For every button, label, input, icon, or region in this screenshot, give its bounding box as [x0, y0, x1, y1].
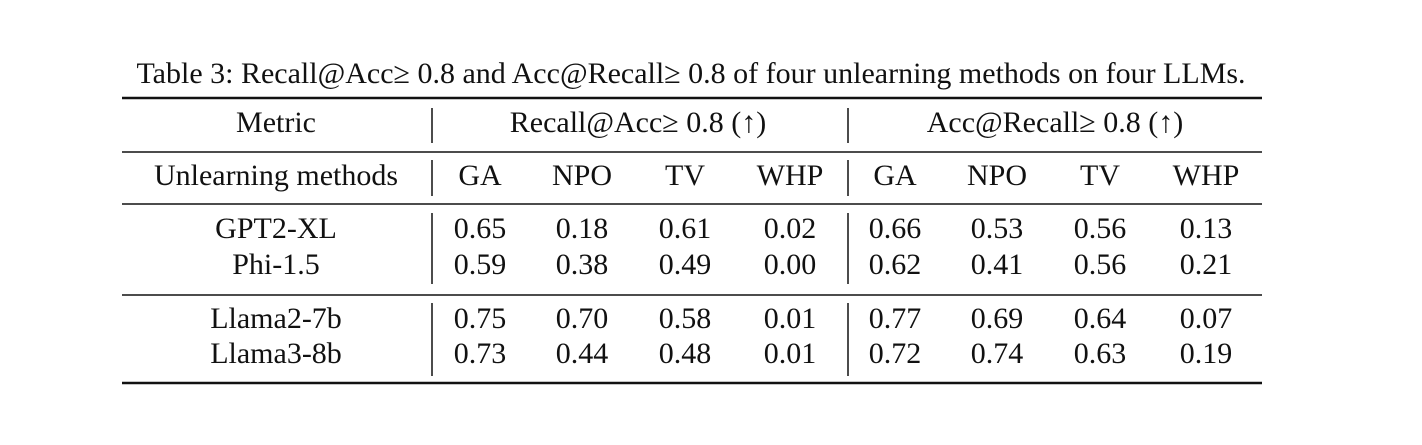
column-separators [431, 108, 849, 376]
row-label: Llama3-8b [210, 337, 342, 370]
cell: 0.61 [659, 212, 712, 245]
subheader-cell: NPO [552, 159, 612, 192]
cell: 0.19 [1180, 337, 1233, 370]
cell: 0.21 [1180, 248, 1233, 281]
cell: 0.13 [1180, 212, 1233, 245]
cell: 0.62 [869, 248, 922, 281]
group-header: Acc@Recall≥ 0.8 (↑) [927, 106, 1184, 139]
cell: 0.18 [556, 212, 609, 245]
row-label: Phi-1.5 [232, 248, 320, 281]
cell: 0.63 [1074, 337, 1127, 370]
cell: 0.73 [454, 337, 507, 370]
cell: 0.01 [764, 337, 817, 370]
cell: 0.02 [764, 212, 817, 245]
cell: 0.56 [1074, 248, 1127, 281]
caption: Table 3: Recall@Acc≥ 0.8 and Acc@Recall≥… [136, 57, 1245, 90]
subheader-cell: TV [1080, 159, 1120, 192]
cell: 0.64 [1074, 302, 1127, 335]
subheader-cell: GA [873, 159, 917, 192]
subheader-cell: NPO [967, 159, 1027, 192]
cell: 0.69 [971, 302, 1024, 335]
cell: 0.41 [971, 248, 1024, 281]
cell: 0.59 [454, 248, 507, 281]
subheader-cell: TV [665, 159, 705, 192]
cell: 0.58 [659, 302, 712, 335]
cell: 0.70 [556, 302, 609, 335]
cell: 0.44 [556, 337, 609, 370]
cell: 0.77 [869, 302, 922, 335]
cell: 0.38 [556, 248, 609, 281]
cell: 0.72 [869, 337, 922, 370]
cell: 0.56 [1074, 212, 1127, 245]
cell: 0.65 [454, 212, 507, 245]
cell: 0.48 [659, 337, 712, 370]
cell: 0.00 [764, 248, 817, 281]
subheader-cell: WHP [757, 159, 824, 192]
row-label: GPT2-XL [215, 212, 337, 245]
cell: 0.07 [1180, 302, 1233, 335]
group-header: Recall@Acc≥ 0.8 (↑) [510, 106, 767, 139]
cell: 0.49 [659, 248, 712, 281]
subheader-cell: GA [458, 159, 502, 192]
header-cell: Metric [236, 106, 316, 139]
cell: 0.01 [764, 302, 817, 335]
subheader-cell: Unlearning methods [154, 159, 398, 192]
cell: 0.66 [869, 212, 922, 245]
subheader-cell: WHP [1173, 159, 1240, 192]
cell: 0.53 [971, 212, 1024, 245]
cell: 0.75 [454, 302, 507, 335]
cell: 0.74 [971, 337, 1024, 370]
row-label: Llama2-7b [210, 302, 342, 335]
